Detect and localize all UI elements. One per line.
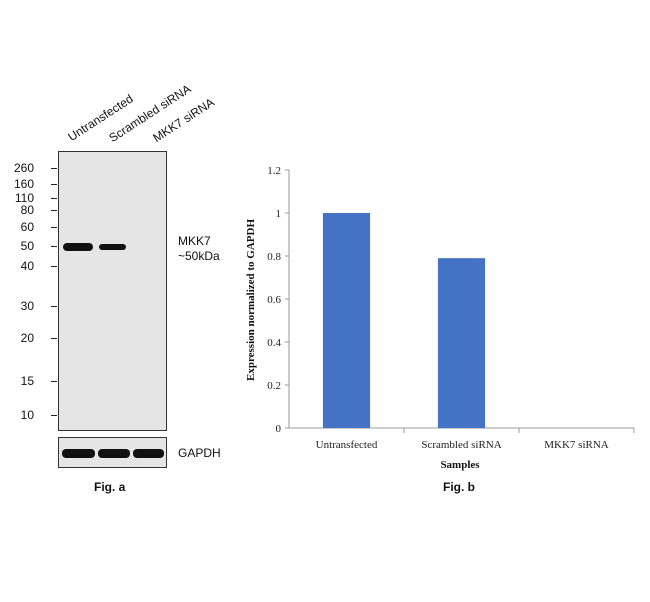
bar-untransfected: [322, 213, 371, 428]
band-untransfected: [63, 243, 93, 251]
blot-panel-mkk7: [58, 151, 167, 431]
mw-marker: 30: [20, 299, 34, 313]
mw-marker: 110: [14, 191, 34, 205]
mw-marker: 20: [20, 331, 34, 345]
band-gapdh-1: [62, 449, 95, 458]
mw-marker: 10: [20, 408, 34, 422]
y-tick-label: 1.2: [267, 165, 281, 177]
figure-b-label: Fig. b: [443, 480, 475, 494]
mw-marker: 15: [20, 374, 34, 388]
x-tick-label: Untransfected: [316, 439, 378, 451]
y-tick-label: 0: [276, 423, 282, 435]
band-gapdh-3: [133, 449, 164, 458]
y-tick-label: 0.4: [267, 337, 281, 349]
y-axis-title: Expression normalized to GAPDH: [245, 219, 257, 381]
mw-marker: 50: [20, 239, 34, 253]
mw-marker: 60: [20, 220, 34, 234]
target-label: MKK7 ~50kDa: [178, 234, 220, 263]
mw-marker: 160: [13, 177, 34, 191]
bar-scrambled-sirna: [437, 258, 486, 428]
loading-control-label: GAPDH: [178, 446, 221, 460]
band-scrambled: [99, 244, 126, 250]
y-tick-label: 0.8: [267, 251, 281, 263]
y-tick-label: 0.6: [267, 294, 281, 306]
x-tick-label: Scrambled siRNA: [421, 439, 501, 451]
x-tick-label: MKK7 siRNA: [544, 439, 609, 451]
mw-marker: 260: [13, 161, 34, 175]
blot-panel-gapdh: [58, 437, 167, 468]
x-axis-title: Samples: [440, 459, 480, 471]
mw-marker: 40: [20, 259, 34, 273]
mw-marker: 80: [20, 203, 34, 217]
y-tick-label: 0.2: [267, 380, 281, 392]
y-tick-label: 1: [276, 208, 282, 220]
figure-a-label: Fig. a: [94, 480, 126, 494]
band-gapdh-2: [98, 449, 130, 458]
